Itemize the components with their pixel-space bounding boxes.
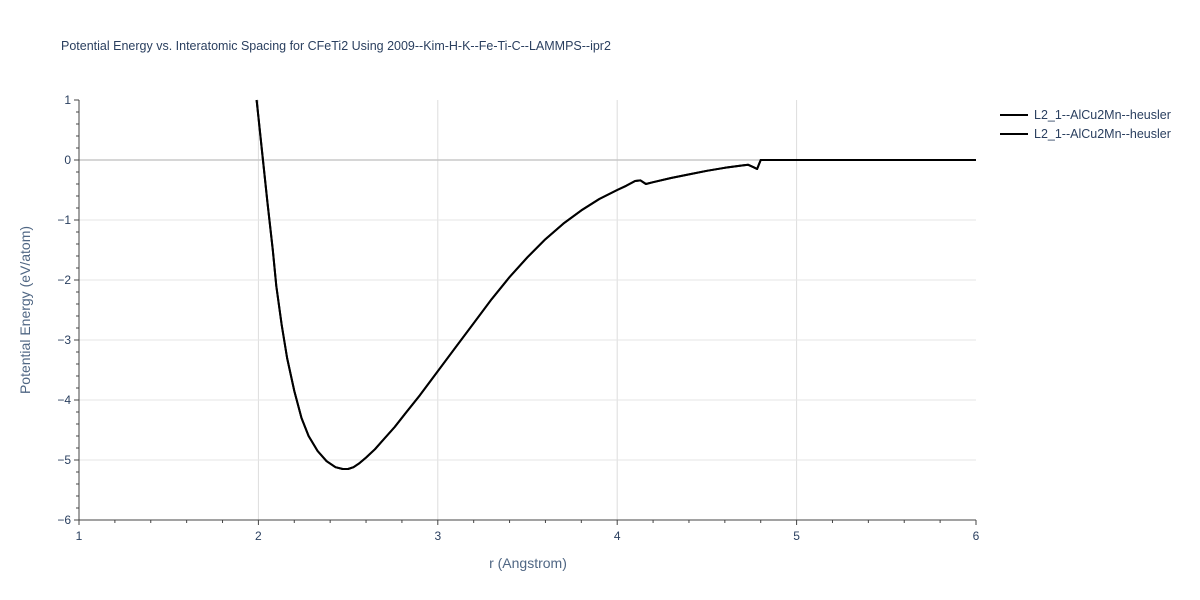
y-tick-label: −6	[57, 513, 71, 527]
y-tick-label: 1	[64, 93, 71, 107]
x-tick-label: 5	[793, 529, 800, 543]
y-tick-label: −5	[57, 453, 71, 467]
y-tick-label: 0	[64, 153, 71, 167]
legend-item[interactable]: L2_1--AlCu2Mn--heusler	[1000, 108, 1171, 122]
x-tick-label: 4	[614, 529, 621, 543]
x-tick-label: 2	[255, 529, 262, 543]
x-tick-label: 1	[76, 529, 83, 543]
y-tick-label: −1	[57, 213, 71, 227]
legend-item[interactable]: L2_1--AlCu2Mn--heusler	[1000, 127, 1171, 141]
y-axis-title: Potential Energy (eV/atom)	[17, 226, 33, 394]
x-tick-label: 6	[973, 529, 980, 543]
legend-label: L2_1--AlCu2Mn--heusler	[1034, 108, 1171, 122]
y-tick-label: −2	[57, 273, 71, 287]
legend-label: L2_1--AlCu2Mn--heusler	[1034, 127, 1171, 141]
y-tick-label: −3	[57, 333, 71, 347]
chart-title: Potential Energy vs. Interatomic Spacing…	[61, 39, 611, 53]
legend[interactable]: L2_1--AlCu2Mn--heusler L2_1--AlCu2Mn--heu…	[1000, 108, 1171, 141]
axes	[74, 99, 977, 525]
tick-labels: 1 2 3 4 5 6 1 0 −1 −2 −3 −4 −5 −6	[57, 93, 979, 543]
series-line	[255, 99, 976, 470]
series-line	[255, 99, 976, 470]
y-tick-label: −4	[57, 393, 71, 407]
grid	[79, 100, 976, 520]
x-tick-label: 3	[434, 529, 441, 543]
plot-area	[255, 99, 976, 470]
x-axis-title: r (Angstrom)	[489, 555, 567, 571]
